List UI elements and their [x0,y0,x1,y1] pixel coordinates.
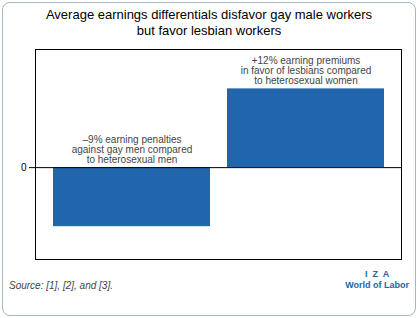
svg-text:0: 0 [21,162,27,173]
svg-text:–9% earning penaltiesagainst g: –9% earning penaltiesagainst gay men com… [72,134,193,165]
html-text:World of Labor: World of Labor [345,280,409,290]
html-text:I Z A: I Z A [365,269,390,279]
html-text:Average earnings differentials: Average earnings differentials disfavor … [45,7,373,38]
html-text:Source: [1], [2], and [3].: Source: [1], [2], and [3]. [9,280,113,291]
svg-text:+12% earning premiumsin favor: +12% earning premiumsin favor of lesbian… [241,55,372,86]
